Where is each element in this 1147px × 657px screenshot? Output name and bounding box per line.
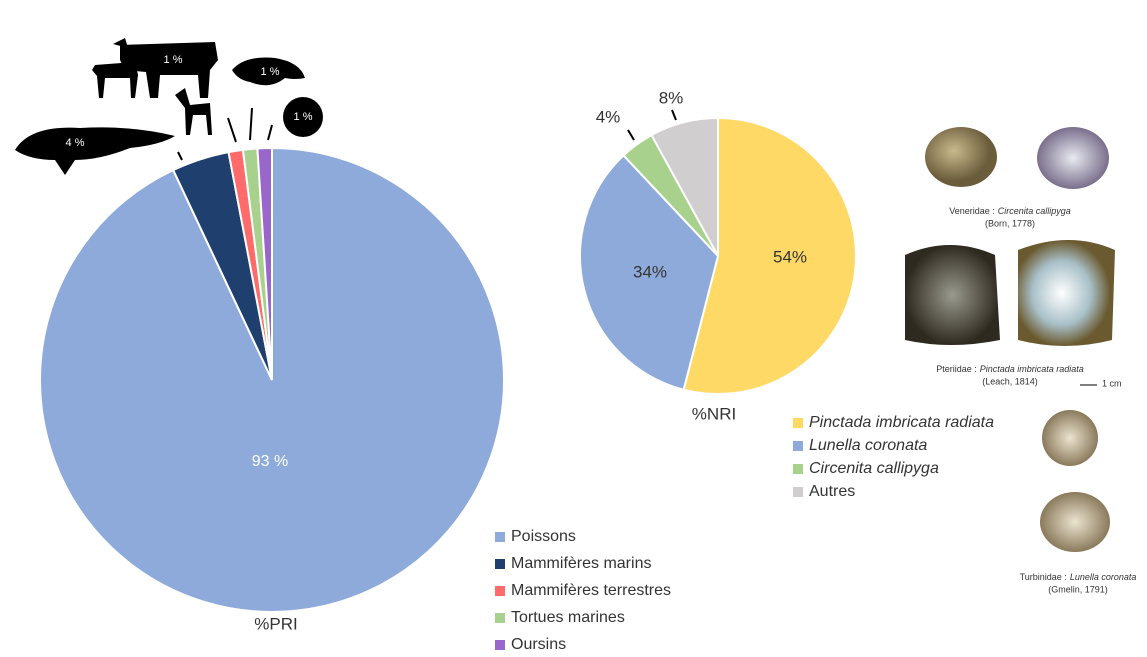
legend-label: Autres bbox=[809, 483, 855, 500]
scale-label: 1 cm bbox=[1102, 378, 1122, 388]
pie-slice bbox=[256, 146, 273, 381]
specimen-caption: Pteriidae : Pinctada imbricata radiata bbox=[936, 364, 1084, 374]
pie-slice bbox=[682, 116, 857, 395]
data-label: 93 % bbox=[252, 453, 288, 470]
family: Veneridae : bbox=[949, 206, 995, 216]
data-label: 1 % bbox=[261, 66, 280, 78]
legend-swatch bbox=[793, 464, 803, 474]
chart-title: %NRI bbox=[692, 404, 736, 423]
specimen-author: (Leach, 1814) bbox=[982, 376, 1038, 386]
data-label: 4% bbox=[596, 107, 621, 126]
data-label: 34% bbox=[633, 262, 667, 281]
legend-label: Tortues marines bbox=[511, 609, 625, 626]
data-label: 8% bbox=[659, 88, 684, 107]
data-label: 4 % bbox=[66, 137, 85, 149]
leader-lines bbox=[177, 107, 677, 161]
legend-swatch bbox=[793, 441, 803, 451]
shell-images bbox=[905, 127, 1115, 552]
family: Turbinidae : bbox=[1020, 572, 1067, 582]
data-label: 1 % bbox=[294, 111, 313, 123]
legend-swatch bbox=[495, 640, 505, 650]
pie-slice bbox=[650, 116, 719, 257]
legend-swatch bbox=[793, 418, 803, 428]
legend-label: Circenita callipyga bbox=[809, 460, 939, 477]
pie-slice bbox=[579, 153, 720, 391]
specimen-caption: Veneridae : Circenita callipyga bbox=[949, 206, 1071, 216]
specimen-author: (Gmelin, 1791) bbox=[1048, 584, 1108, 594]
legend-swatch bbox=[495, 532, 505, 542]
legend-label: Mammifères marins bbox=[511, 555, 651, 572]
legend-swatch bbox=[495, 586, 505, 596]
data-label: 1 % bbox=[164, 54, 183, 66]
family: Pteriidae : bbox=[936, 364, 977, 374]
legend-label: Pinctada imbricata radiata bbox=[809, 414, 994, 431]
legend-swatch bbox=[495, 559, 505, 569]
species: Lunella coronata bbox=[1070, 572, 1137, 582]
legend-label: Oursins bbox=[511, 636, 566, 653]
legend-label: Poissons bbox=[511, 528, 576, 545]
specimen-author: (Born, 1778) bbox=[985, 218, 1035, 228]
legend-label: Lunella coronata bbox=[809, 437, 927, 454]
legend-swatch bbox=[793, 487, 803, 497]
specimen-caption: Turbinidae : Lunella coronata bbox=[1020, 572, 1137, 582]
legend-swatch bbox=[495, 613, 505, 623]
data-label: 54% bbox=[773, 247, 807, 266]
species: Pinctada imbricata radiata bbox=[980, 364, 1084, 374]
legend-label: Mammifères terrestres bbox=[511, 582, 671, 599]
species: Circenita callipyga bbox=[998, 206, 1071, 216]
chart-title: %PRI bbox=[254, 614, 297, 633]
